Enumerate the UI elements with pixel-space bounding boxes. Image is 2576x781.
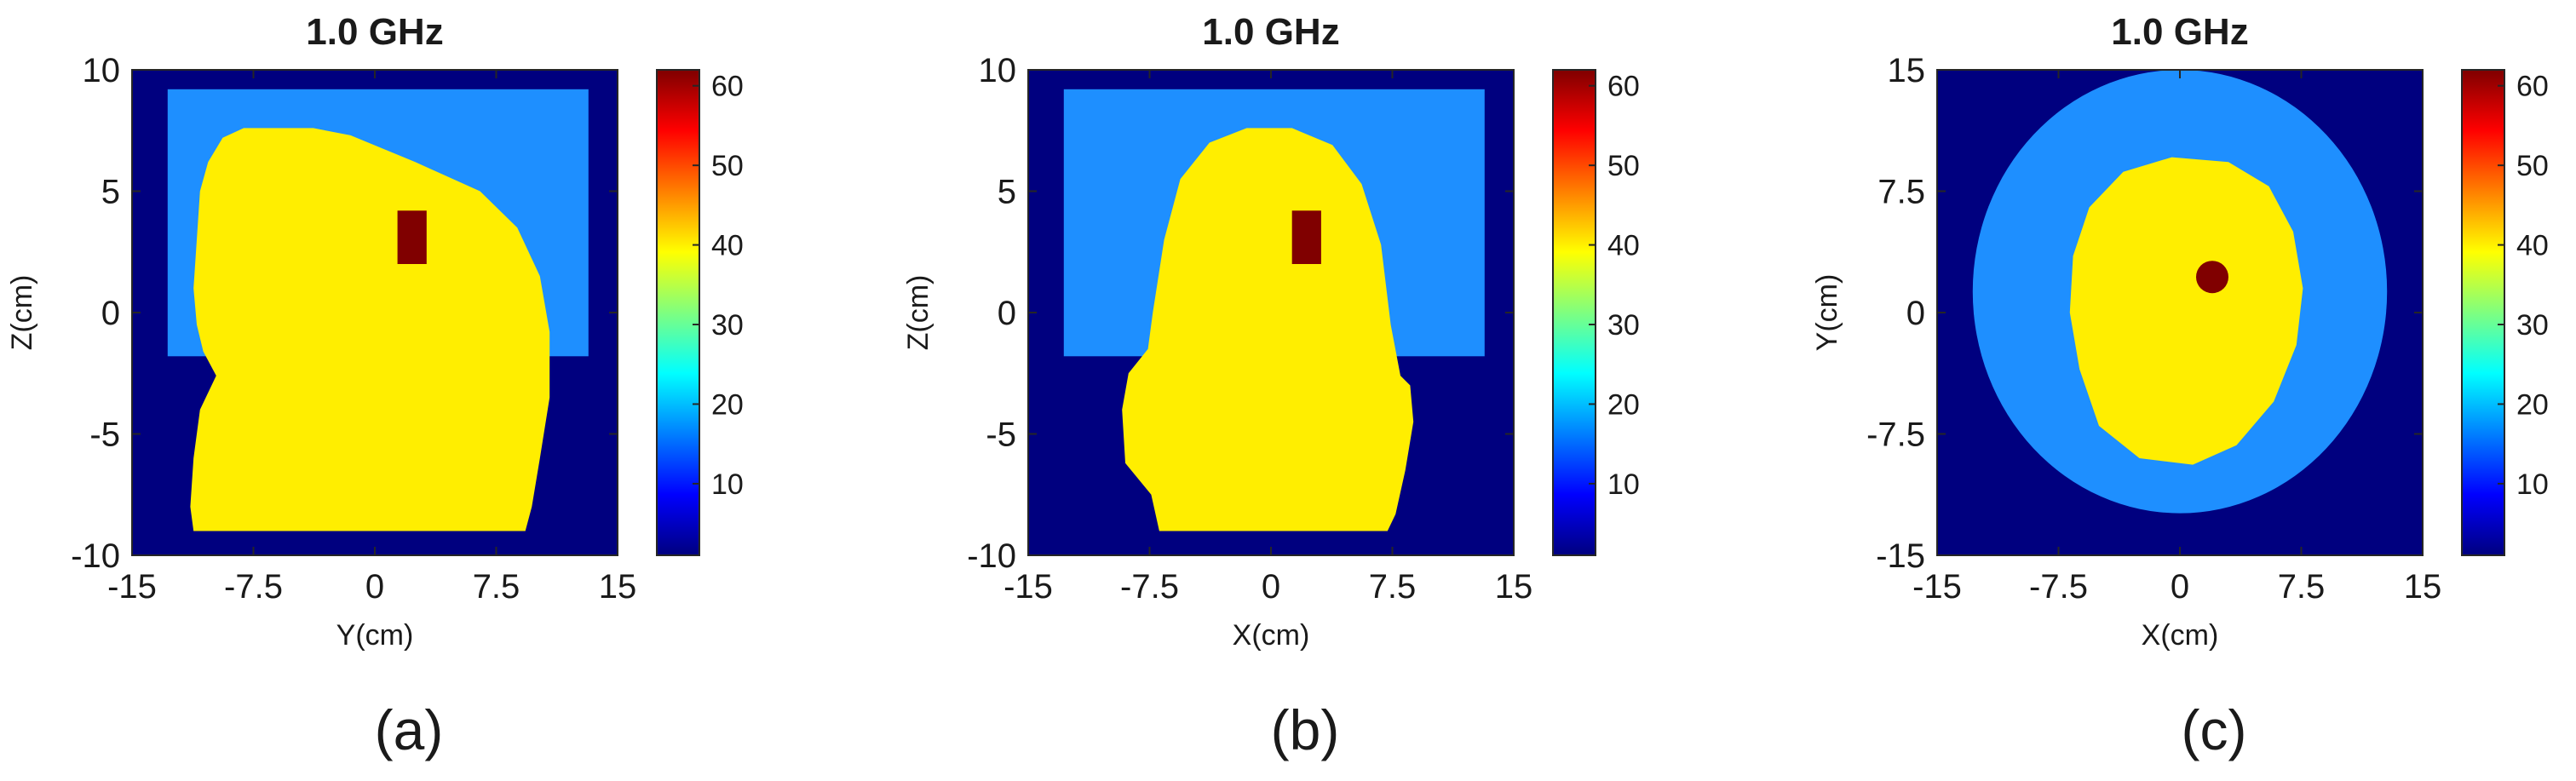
chart-title: 1.0 GHz [2111, 11, 2248, 53]
panel-caption: (b) [1271, 698, 1340, 761]
x-axis-label: X(cm) [2142, 619, 2219, 652]
colorbar-tick-label: 10 [2516, 468, 2549, 501]
colorbar [1553, 70, 1596, 555]
y-axis-label: Z(cm) [902, 275, 934, 351]
y-tick-label: 15 [1888, 52, 1926, 89]
x-tick-label: -15 [107, 568, 157, 606]
y-tick-label: 0 [1906, 295, 1925, 332]
colorbar-tick-label: 10 [1607, 468, 1640, 501]
colorbar-tick-label: 20 [1607, 388, 1640, 421]
colorbar-tick-label: 30 [1607, 309, 1640, 342]
y-tick-label: 10 [979, 52, 1017, 89]
x-tick-label: -7.5 [224, 568, 283, 606]
colorbar-tick-label: 40 [2516, 230, 2549, 262]
x-tick-label: 7.5 [2278, 568, 2326, 606]
x-tick-label: -7.5 [2029, 568, 2088, 606]
colorbar [657, 70, 699, 555]
x-tick-label: 7.5 [1369, 568, 1417, 606]
x-tick-label: 0 [2171, 568, 2189, 606]
y-axis-label: Z(cm) [6, 275, 38, 351]
y-tick-label: 10 [83, 52, 121, 89]
chart-title: 1.0 GHz [306, 11, 443, 53]
colorbar [2462, 70, 2504, 555]
panel-caption: (a) [375, 698, 444, 761]
colorbar-tick-label: 50 [711, 150, 744, 182]
chart-title: 1.0 GHz [1202, 11, 1339, 53]
y-axis-label: Y(cm) [1811, 274, 1843, 352]
colorbar-tick-label: 20 [2516, 388, 2549, 421]
y-tick-label: -7.5 [1866, 416, 1925, 454]
x-tick-label: -15 [1003, 568, 1053, 606]
colorbar-frame [656, 69, 700, 556]
colorbar-tick-label: 10 [711, 468, 744, 501]
target-region [2196, 261, 2228, 294]
chart-panel-3: -15 -7.5 0 7.5 15 15 7.5 0 -7.5 -15 1.0 GHz X(cm) Y(… [1811, 11, 2549, 761]
tissue-region [2069, 157, 2303, 465]
colorbar-tick-label: 40 [711, 230, 744, 262]
y-tick-label: 0 [101, 295, 120, 332]
x-tick-label: -7.5 [1120, 568, 1179, 606]
y-tick-label: -10 [71, 537, 120, 575]
target-region [1291, 210, 1321, 264]
colorbar-tick-label: 30 [2516, 309, 2549, 342]
x-tick-label: 7.5 [473, 568, 520, 606]
y-tick-label: 5 [101, 174, 120, 211]
colorbar-tick-label: 50 [2516, 150, 2549, 182]
tissue-region [190, 128, 550, 531]
x-tick-label: 15 [2404, 568, 2442, 606]
x-tick-label: 15 [599, 568, 637, 606]
colorbar-tick-label: 30 [711, 309, 744, 342]
x-tick-label: -15 [1912, 568, 1962, 606]
plot-area [1937, 70, 2423, 555]
colorbar-tick-label: 60 [711, 71, 744, 103]
target-region [397, 210, 427, 264]
x-tick-label: 0 [365, 568, 384, 606]
colorbar-tick-label: 40 [1607, 230, 1640, 262]
y-tick-label: -15 [1876, 537, 1925, 575]
tissue-region [1122, 128, 1414, 531]
panel-caption: (c) [2182, 698, 2247, 761]
y-tick-label: 0 [998, 295, 1016, 332]
colorbar-tick-label: 50 [1607, 150, 1640, 182]
colorbar-tick-label: 20 [711, 388, 744, 421]
colorbar-frame [2461, 69, 2505, 556]
x-tick-label: 0 [1262, 568, 1280, 606]
plot-area [1028, 70, 1514, 555]
y-tick-label: 7.5 [1877, 174, 1925, 211]
x-axis-label: X(cm) [1233, 619, 1310, 652]
y-tick-label: -5 [986, 416, 1016, 454]
x-axis-label: Y(cm) [336, 619, 414, 652]
colorbar-tick-label: 60 [2516, 71, 2549, 103]
y-tick-label: -5 [89, 416, 120, 454]
x-tick-label: 15 [1495, 568, 1533, 606]
colorbar-tick-label: 60 [1607, 71, 1640, 103]
colorbar-frame [1552, 69, 1596, 556]
y-tick-label: -10 [967, 537, 1016, 575]
y-tick-label: 5 [998, 174, 1016, 211]
plot-area [132, 70, 618, 555]
